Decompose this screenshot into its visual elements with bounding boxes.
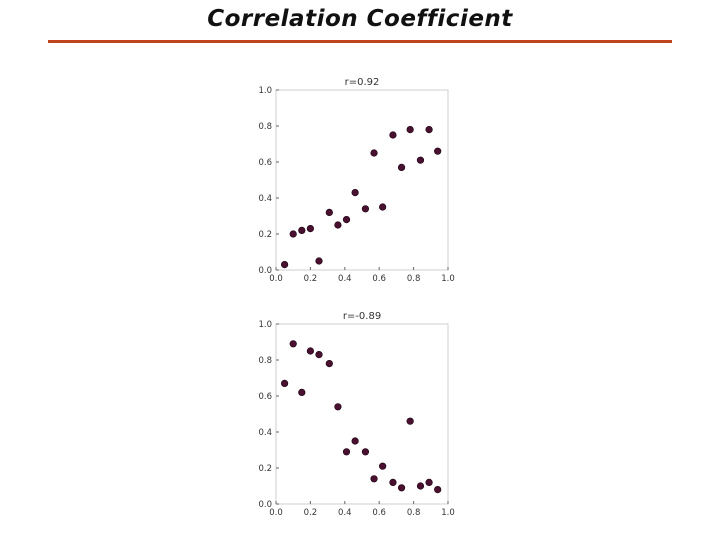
- data-point: [425, 478, 433, 486]
- y-tick-label: 0.4: [258, 428, 272, 438]
- y-tick-label: 0.6: [258, 158, 272, 168]
- x-tick-label: 1.0: [441, 508, 455, 518]
- data-point: [434, 147, 442, 155]
- data-point: [281, 379, 289, 387]
- data-point: [370, 149, 378, 157]
- x-tick-label: 0.0: [269, 274, 283, 284]
- data-point: [406, 417, 414, 425]
- x-tick-label: 0.2: [304, 274, 318, 284]
- data-point: [370, 475, 378, 483]
- y-tick-label: 0.2: [258, 230, 272, 240]
- data-point: [416, 482, 425, 490]
- y-tick-label: 0.4: [258, 194, 272, 204]
- data-point: [298, 388, 306, 396]
- title-underline: [48, 40, 672, 43]
- data-point: [361, 205, 370, 213]
- data-point: [389, 131, 397, 139]
- x-tick-label: 0.4: [338, 508, 352, 518]
- data-point: [298, 226, 306, 234]
- chart-title: r=-0.89: [343, 311, 381, 322]
- data-point: [397, 484, 406, 492]
- data-point: [306, 347, 315, 355]
- x-tick-label: 0.8: [407, 274, 421, 284]
- plot-frame: [275, 323, 449, 505]
- data-point: [389, 478, 397, 486]
- data-point: [351, 188, 359, 197]
- data-point: [315, 257, 323, 265]
- data-point: [325, 359, 333, 368]
- data-point: [379, 203, 387, 211]
- y-tick-label: 0.8: [258, 122, 272, 132]
- data-point: [289, 340, 297, 348]
- x-tick-label: 0.6: [372, 508, 386, 518]
- y-tick-label: 0.0: [258, 266, 272, 276]
- scatter-chart-negative: r=-0.89 0.0 0.2 0.4 0.6 0.8 1.0 0.0 0.2 0.4 0.6 0.8…: [258, 311, 455, 518]
- x-tick-label: 1.0: [441, 274, 455, 284]
- y-tick-label: 0.8: [258, 356, 272, 366]
- chart-title: r=0.92: [345, 77, 380, 88]
- data-point: [325, 208, 333, 216]
- data-point: [397, 163, 406, 171]
- data-point: [334, 221, 342, 229]
- data-point: [425, 125, 433, 134]
- data-point: [315, 350, 323, 359]
- scatter-chart-positive: r=0.92 0.0 0.2 0.4 0.6 0.8 1.0 0.0 0.2 0.4 0.6 0.8 1…: [258, 77, 455, 284]
- data-point: [342, 216, 351, 224]
- slide-title: Correlation Coefficient: [207, 6, 513, 32]
- data-point: [416, 156, 425, 164]
- data-point: [361, 448, 370, 456]
- y-tick-label: 0.6: [258, 392, 272, 402]
- data-point: [306, 225, 315, 233]
- x-tick-label: 0.4: [338, 274, 352, 284]
- data-point: [281, 261, 289, 269]
- y-tick-label: 1.0: [258, 320, 272, 330]
- data-point: [289, 230, 297, 238]
- x-tick-label: 0.8: [407, 508, 421, 518]
- x-tick-label: 0.2: [304, 508, 318, 518]
- x-tick-label: 0.6: [372, 274, 386, 284]
- data-point: [434, 486, 442, 494]
- y-tick-label: 1.0: [258, 86, 272, 96]
- x-tick-label: 0.0: [269, 508, 283, 518]
- y-tick-label: 0.2: [258, 464, 272, 474]
- plot-frame: [275, 89, 449, 271]
- data-point: [406, 125, 414, 134]
- data-point: [334, 403, 342, 411]
- data-point: [379, 462, 387, 470]
- data-point: [342, 448, 351, 456]
- y-tick-label: 0.0: [258, 500, 272, 510]
- data-point: [351, 437, 359, 445]
